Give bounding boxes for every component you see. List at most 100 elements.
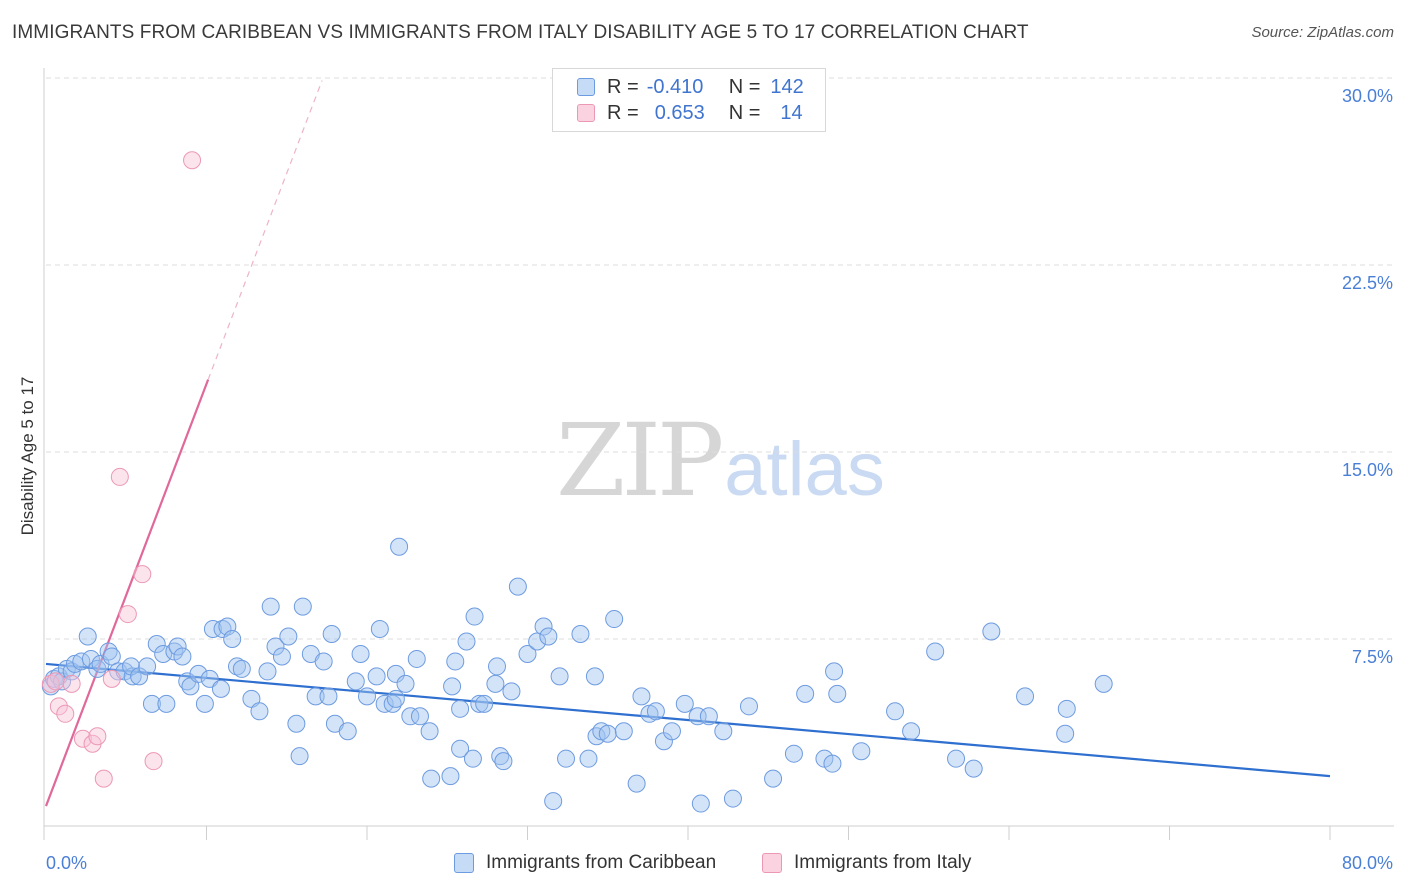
caribbean-point	[338, 722, 357, 741]
n-label: N =	[728, 101, 761, 124]
caribbean-point	[632, 687, 651, 706]
caribbean-point	[739, 697, 758, 716]
caribbean-point	[614, 722, 633, 741]
caribbean-point	[383, 694, 402, 713]
caribbean-point	[1056, 724, 1075, 743]
n-label: N =	[728, 75, 761, 98]
x-tick-label-min: 0.0%	[46, 853, 87, 873]
caribbean-point	[451, 739, 470, 758]
caribbean-point	[691, 794, 710, 813]
italy-point	[56, 704, 75, 723]
italy-point	[73, 729, 92, 748]
caribbean-point	[579, 749, 598, 768]
caribbean-point	[390, 537, 409, 556]
italy-point	[118, 605, 137, 624]
caribbean-point	[488, 657, 507, 676]
caribbean-legend-swatch-icon	[454, 853, 474, 873]
caribbean-point	[358, 687, 376, 706]
caribbean-point	[287, 714, 306, 733]
source-label: Source: ZipAtlas.com	[1251, 24, 1394, 41]
caribbean-point	[407, 649, 426, 668]
caribbean-trend-line	[45, 662, 1331, 778]
caribbean-point	[102, 647, 121, 666]
caribbean-point	[147, 634, 166, 653]
caribbean-point	[290, 747, 309, 766]
caribbean-point	[314, 652, 333, 671]
caribbean-point	[675, 694, 694, 713]
caribbean-point	[662, 722, 681, 741]
caribbean-point	[99, 642, 118, 661]
legend-item-caribbean: Immigrants from Caribbean	[454, 852, 716, 874]
caribbean-point	[189, 664, 208, 683]
italy-trend-extension	[207, 80, 323, 380]
caribbean-point	[195, 694, 214, 713]
caribbean-point	[446, 652, 465, 671]
caribbean-point	[784, 744, 803, 763]
italy-point	[46, 672, 65, 691]
italy-point	[49, 697, 68, 716]
y-tick-label: 30.0%	[1342, 86, 1393, 106]
caribbean-point	[598, 724, 617, 743]
italy-point	[62, 674, 81, 693]
caribbean-point	[203, 620, 222, 639]
caribbean-point	[200, 669, 219, 688]
caribbean-point	[550, 667, 569, 686]
caribbean-point	[491, 747, 510, 766]
caribbean-point	[486, 674, 505, 693]
caribbean-point	[266, 637, 285, 656]
grid-layer	[46, 77, 1394, 640]
caribbean-point	[457, 632, 476, 651]
caribbean-point	[154, 644, 173, 663]
caribbean-point	[293, 597, 312, 616]
caribbean-point	[926, 642, 945, 661]
caribbean-point	[494, 752, 513, 771]
caribbean-point	[470, 694, 489, 713]
caribbean-point	[825, 662, 844, 681]
caribbean-point	[463, 749, 482, 768]
caribbean-point	[585, 667, 604, 686]
caribbean-point	[138, 657, 157, 676]
caribbean-point	[351, 644, 370, 663]
italy-point	[41, 674, 60, 693]
legend-row-caribbean: R = -0.410 N = 142	[577, 75, 804, 99]
y-tick-label: 22.5%	[1342, 273, 1393, 293]
italy-point	[110, 467, 129, 486]
caribbean-point	[168, 637, 187, 656]
italy-point	[144, 752, 163, 771]
caribbean-point	[401, 707, 420, 726]
points-layer	[41, 151, 1113, 813]
caribbean-point	[157, 694, 176, 713]
caribbean-point	[947, 749, 966, 768]
axis-layer	[43, 68, 1394, 840]
caribbean-point	[213, 620, 232, 639]
caribbean-point	[261, 597, 280, 616]
y-tick-label: 15.0%	[1342, 460, 1393, 480]
italy-point	[88, 727, 107, 746]
caribbean-point	[272, 647, 291, 666]
caribbean-point	[723, 789, 742, 808]
legend-label-caribbean: Immigrants from Caribbean	[486, 852, 717, 873]
caribbean-point	[88, 659, 107, 678]
caribbean-point	[587, 727, 606, 746]
caribbean-point	[422, 769, 441, 788]
correlation-legend: R = -0.410 N = 142 R = 0.653 N = 14	[552, 68, 826, 132]
italy-trend-line	[44, 379, 210, 807]
x-tick-label-max: 80.0%	[1342, 853, 1393, 873]
tick-layer: 7.5% 15.0% 22.5% 30.0% 0.0% 80.0%	[46, 86, 1393, 873]
caribbean-point	[699, 707, 718, 726]
italy-legend-swatch-icon	[762, 853, 782, 873]
n-value: 14	[780, 101, 803, 124]
italy-point	[94, 769, 113, 788]
italy-swatch-icon	[577, 104, 595, 122]
caribbean-point	[250, 702, 269, 721]
caribbean-point	[142, 694, 161, 713]
caribbean-point	[557, 749, 576, 768]
r-label: R =	[607, 75, 639, 98]
caribbean-point	[605, 610, 624, 629]
caribbean-point	[508, 577, 527, 596]
italy-point	[133, 565, 152, 584]
caribbean-point	[982, 622, 1001, 641]
caribbean-point	[367, 667, 386, 686]
legend-item-italy: Immigrants from Italy	[762, 852, 971, 874]
caribbean-point	[386, 689, 405, 708]
